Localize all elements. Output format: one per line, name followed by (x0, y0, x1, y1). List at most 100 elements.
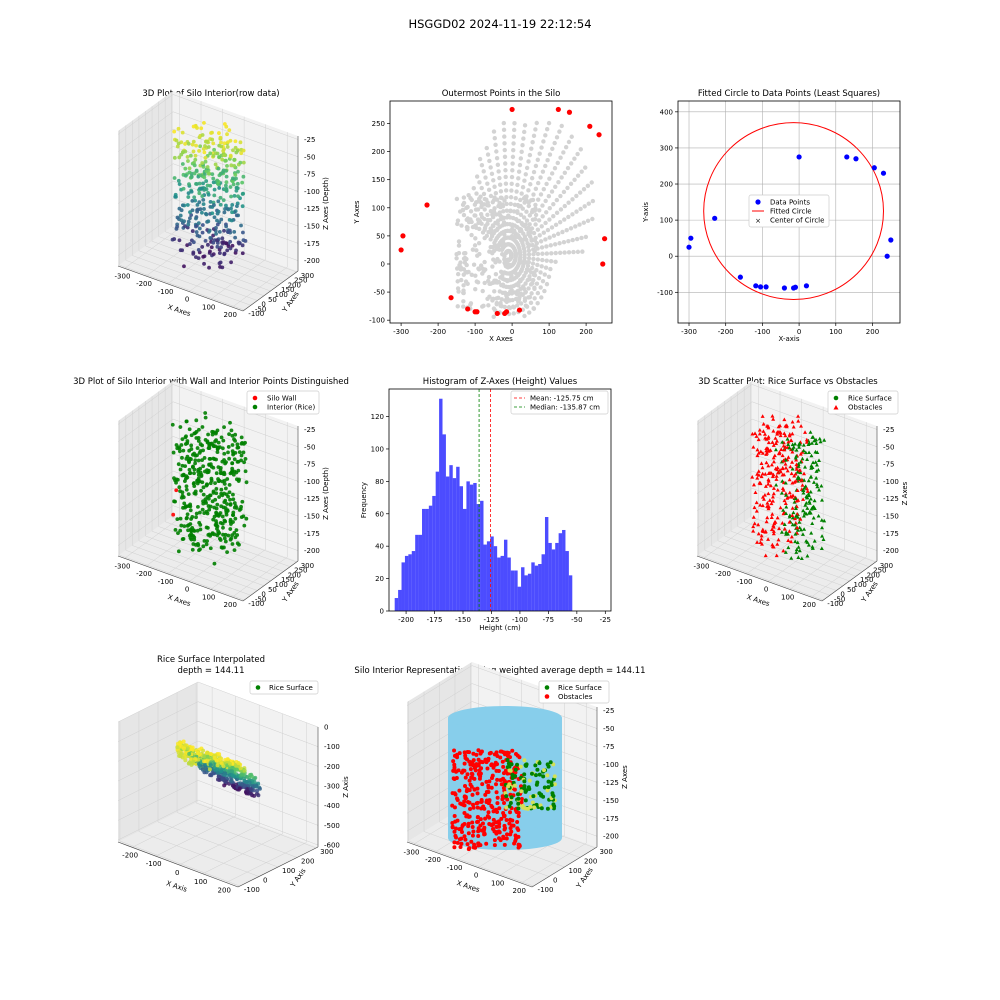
y-tick-label: 200 (288, 571, 301, 579)
x-tick-label: -100 (146, 860, 162, 868)
histogram-bar (442, 434, 446, 611)
data-point (782, 498, 787, 503)
data-point (203, 415, 208, 420)
data-point (751, 524, 756, 529)
rice-point (537, 772, 542, 777)
background-point (473, 213, 478, 218)
obstacle-point (465, 842, 470, 847)
legend-marker-obstacles (833, 405, 839, 410)
data-point (241, 191, 246, 196)
z-axis-label: Z Axes (901, 481, 909, 505)
data-point (771, 491, 776, 496)
background-point (511, 147, 516, 153)
grid-line (744, 521, 870, 567)
rice-point (527, 778, 532, 783)
data-point (180, 437, 185, 442)
grid-line (751, 505, 878, 551)
histogram-bar (452, 478, 457, 611)
grid-line (171, 226, 297, 273)
data-point (814, 476, 819, 480)
background-point (539, 145, 544, 150)
data-point (794, 550, 799, 554)
data-point (201, 492, 206, 497)
background-point (533, 222, 538, 227)
data-point (234, 185, 239, 190)
histogram-bar (483, 544, 487, 611)
legend-label: Interior (Rice) (267, 404, 315, 412)
x-axis-line (117, 265, 244, 312)
background-point (473, 207, 479, 212)
obstacle-point (451, 759, 456, 764)
data-point (222, 451, 227, 456)
background-point (551, 201, 556, 207)
data-point (190, 229, 195, 233)
x-axis-label: X Axes (746, 593, 771, 608)
data-point (771, 459, 776, 464)
data-point (190, 208, 195, 213)
obstacle-point (485, 766, 490, 771)
obstacle-point (466, 831, 471, 836)
background-point (566, 250, 572, 255)
z-tick-label: -100 (883, 478, 899, 486)
background-point (566, 238, 571, 244)
grid-line (117, 721, 199, 762)
data-point (884, 253, 890, 259)
background-point (473, 225, 479, 230)
background-point (520, 143, 525, 148)
surface-point (205, 767, 210, 772)
surface-point (230, 773, 235, 778)
background-point (543, 220, 548, 226)
data-point (230, 542, 235, 546)
obstacle-point (459, 836, 464, 841)
background-point (465, 281, 470, 286)
data-point (211, 465, 216, 470)
y-tick-label: 0 (553, 877, 557, 885)
data-point (208, 546, 213, 551)
data-point (796, 419, 801, 423)
data-point (806, 442, 811, 446)
data-point (223, 539, 228, 544)
background-point (579, 235, 584, 241)
data-point (172, 237, 177, 241)
data-point (201, 254, 206, 259)
grid-line (696, 436, 753, 477)
background-point (498, 269, 504, 275)
data-point (214, 231, 218, 236)
x-tick-label: -100 (447, 864, 463, 872)
data-point (201, 202, 206, 207)
data-point (775, 487, 780, 492)
background-point (461, 304, 466, 309)
obstacle-point (498, 755, 503, 760)
data-point (175, 215, 180, 220)
obstacle-point (469, 839, 474, 844)
grid-line (117, 701, 199, 742)
background-point (514, 189, 519, 194)
data-point (186, 528, 190, 533)
data-point (816, 467, 821, 472)
data-point (235, 181, 240, 186)
data-point (766, 491, 771, 496)
x-tick-label: -300 (115, 272, 131, 280)
outer-point (400, 233, 406, 239)
data-point (194, 224, 198, 229)
data-point (774, 477, 779, 481)
background-point (487, 249, 492, 254)
y-tick-label: 300 (660, 144, 673, 152)
data-point (213, 431, 218, 436)
rice-point (510, 776, 515, 781)
data-point (215, 238, 219, 243)
grid-line (125, 260, 251, 306)
data-point (194, 255, 198, 260)
background-point (522, 123, 528, 128)
background-point (555, 160, 560, 166)
background-point (539, 224, 544, 229)
data-point (178, 528, 183, 533)
data-point (184, 474, 189, 479)
background-point (480, 288, 485, 294)
data-point (763, 553, 768, 558)
surface-point (256, 793, 261, 798)
data-point (193, 458, 198, 463)
data-point (801, 448, 806, 453)
grid-line (119, 264, 245, 311)
chart-title: 3D Plot of Silo Interior(row data) (142, 89, 279, 99)
